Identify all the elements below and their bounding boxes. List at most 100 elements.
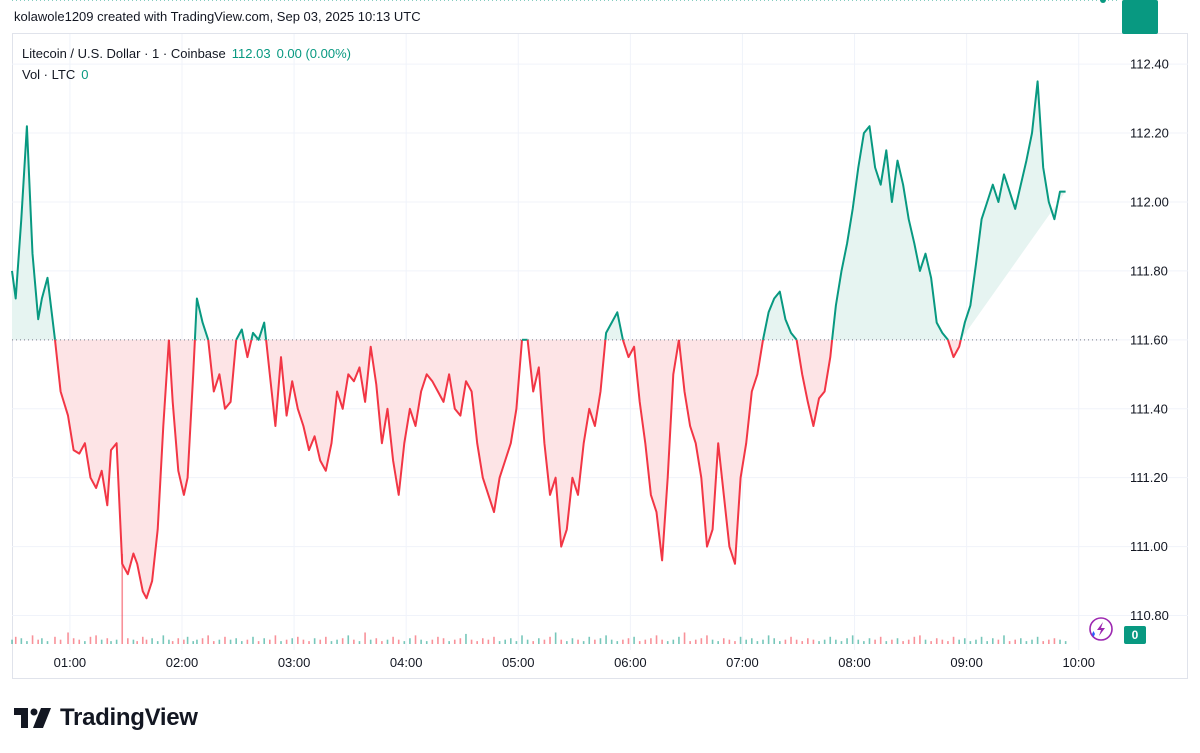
volume-bar <box>168 639 170 644</box>
volume-bar <box>818 641 820 644</box>
price-line-up <box>193 297 210 341</box>
volume-bar <box>437 636 439 644</box>
legend-volume-label[interactable]: Vol · LTC <box>22 67 76 82</box>
volume-bar <box>683 632 686 644</box>
volume-bar <box>991 638 994 644</box>
volume-bar <box>257 641 260 644</box>
volume-bar <box>37 639 39 644</box>
price-line-up <box>11 125 56 340</box>
area-above-baseline <box>12 126 55 340</box>
x-tick-label: 02:00 <box>166 655 199 670</box>
volume-bar <box>414 635 417 644</box>
volume-bar <box>722 638 725 644</box>
volume-bar <box>319 639 322 644</box>
last-price-tag <box>1122 0 1158 34</box>
volume-bar <box>1048 639 1050 644</box>
volume-bar <box>46 641 49 644</box>
price-line-down <box>946 339 962 359</box>
volume-bar <box>183 639 185 644</box>
y-tick-label: 111.80 <box>1130 263 1168 278</box>
legend-last-price: 112.03 <box>231 46 271 61</box>
last-price-tag-value: 112.03 <box>1122 0 1158 3</box>
volume-bar <box>235 638 237 644</box>
volume-bar <box>734 641 736 644</box>
volume-bar <box>633 636 635 644</box>
volume-bar <box>448 641 450 644</box>
volume-bar <box>41 638 43 644</box>
volume-bar <box>493 636 495 644</box>
price-line-up <box>235 328 245 341</box>
price-line-up <box>604 311 624 340</box>
volume-bar <box>269 639 271 644</box>
volume-bar <box>582 641 585 644</box>
volume-bar <box>526 639 529 644</box>
volume-bar <box>661 639 663 644</box>
volume-bar <box>891 639 893 644</box>
volume-bar <box>381 641 383 644</box>
volume-bar <box>425 641 428 644</box>
volume-bar <box>31 635 34 644</box>
volume-bar <box>89 636 92 644</box>
lightning-icon[interactable] <box>1089 617 1113 641</box>
volume-bar <box>341 638 344 644</box>
last-price-dot <box>1100 0 1106 3</box>
volume-tag-value: 0 <box>1132 628 1139 642</box>
volume-bar <box>795 639 798 644</box>
volume-bar <box>285 639 288 644</box>
volume-bar <box>963 638 966 644</box>
chart-frame[interactable] <box>12 33 1188 679</box>
volume-bar <box>459 638 462 644</box>
volume-bar <box>392 636 394 644</box>
area-below-baseline <box>622 339 679 561</box>
volume-bar <box>532 641 535 644</box>
volume-bar <box>538 638 540 644</box>
volume-bar <box>1025 641 1028 644</box>
tradingview-logo[interactable]: TradingView <box>14 704 198 732</box>
volume-bar <box>192 641 195 644</box>
volume-bar <box>145 639 148 644</box>
area-above-baseline <box>960 81 1066 340</box>
volume-bar <box>599 638 602 644</box>
volume-bar <box>694 639 697 644</box>
chart-credit: kolawole1209 created with TradingView.co… <box>14 9 421 24</box>
y-tick-label: 112.00 <box>1130 194 1169 209</box>
volume-bar <box>885 641 888 644</box>
volume-bar <box>263 638 266 644</box>
volume-bar <box>106 638 109 644</box>
volume-bar <box>902 641 904 644</box>
price-line-down <box>167 339 196 496</box>
volume-bar <box>115 639 118 644</box>
volume-bar <box>969 641 972 644</box>
legend-symbol[interactable]: Litecoin / U.S. Dollar · 1 · Coinbase <box>22 46 226 61</box>
volume-bar <box>297 636 299 644</box>
volume-bar <box>386 639 389 644</box>
volume-bar <box>874 639 876 644</box>
volume-bar <box>403 641 406 644</box>
volume-bar <box>638 641 641 644</box>
legend-volume-row: Vol · LTC 0 <box>22 64 351 85</box>
volume-bar <box>549 636 551 644</box>
volume-bar <box>851 635 854 644</box>
volume-bar <box>121 554 124 644</box>
volume-bar <box>1036 636 1039 644</box>
volume-bar <box>246 639 249 644</box>
volume-bar <box>1064 641 1067 644</box>
volume-bar <box>521 635 523 644</box>
volume-bar <box>745 639 747 644</box>
volume-bar <box>616 641 619 644</box>
volume-bar <box>26 641 28 644</box>
x-tick-label: 08:00 <box>838 655 871 670</box>
volume-bar <box>543 639 546 644</box>
volume-bar <box>465 633 467 644</box>
volume-bar <box>274 635 277 644</box>
volume-bar <box>756 641 759 644</box>
volume-bar <box>1020 638 1022 644</box>
volume-bar <box>930 641 932 644</box>
volume-bar <box>829 636 832 644</box>
volume-bar <box>110 641 112 644</box>
volume-bar <box>644 639 647 644</box>
volume-bar <box>801 641 804 644</box>
volume-bar <box>11 639 13 644</box>
price-line-down <box>526 339 607 548</box>
